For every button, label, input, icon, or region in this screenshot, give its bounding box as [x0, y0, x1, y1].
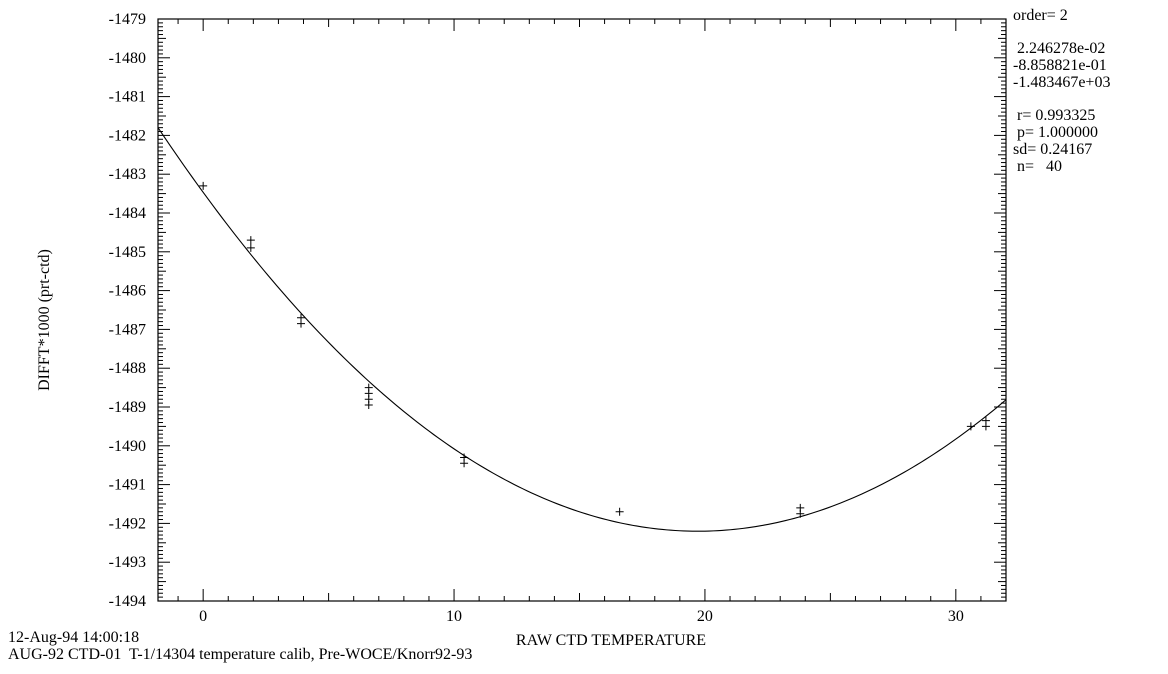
stat-r: r= 0.993325 — [1013, 107, 1096, 124]
fit-order: order= 2 — [1013, 7, 1068, 24]
plot-frame — [157, 18, 1007, 602]
data-point — [981, 422, 990, 431]
y-tick-label: -1483 — [109, 166, 146, 183]
y-tick-label: -1489 — [109, 399, 146, 416]
stat-n: n= 40 — [1013, 158, 1063, 175]
data-point — [615, 507, 624, 516]
data-point — [460, 459, 469, 468]
footer-timestamp: 12-Aug-94 14:00:18 — [8, 629, 140, 646]
y-tick-label: -1490 — [109, 438, 146, 455]
y-tick-label: -1480 — [109, 50, 146, 67]
data-points — [199, 181, 990, 518]
x-tick-label: 30 — [948, 608, 964, 625]
data-point — [246, 236, 255, 245]
y-tick-label: -1486 — [109, 283, 146, 300]
y-tick-label: -1492 — [109, 515, 146, 532]
data-point — [364, 401, 373, 410]
fit-coefficient-b: -8.858821e-01 — [1013, 57, 1107, 74]
y-axis-label: DIFFT*1000 (prt-ctd) — [36, 249, 53, 391]
y-tick-label: -1491 — [109, 477, 146, 494]
y-tick-label: -1481 — [109, 89, 146, 106]
data-point — [246, 243, 255, 252]
y-tick-label: -1484 — [109, 205, 146, 222]
y-tick-label: -1482 — [109, 127, 146, 144]
x-tick-label: 0 — [199, 608, 207, 625]
fit-coefficient-a: 2.246278e-02 — [1013, 40, 1106, 57]
stat-sd: sd= 0.24167 — [1013, 141, 1093, 158]
footer-description: AUG-92 CTD-01 T-1/14304 temperature cali… — [8, 646, 473, 663]
fit-curve — [157, 127, 1007, 532]
x-axis-label: RAW CTD TEMPERATURE — [516, 632, 706, 649]
y-tick-labels: -1479 -1480 -1481 -1482 -1483 -1484 -1485 -1486… — [109, 11, 146, 610]
data-point — [199, 181, 208, 190]
x-tick-labels: 0 10 20 30 — [199, 608, 964, 625]
y-tick-label: -1493 — [109, 554, 146, 571]
y-tick-label: -1494 — [109, 593, 146, 610]
data-point — [796, 509, 805, 518]
fit-coefficient-c: -1.483467e+03 — [1013, 74, 1111, 91]
data-point — [297, 319, 306, 328]
y-tick-label: -1488 — [109, 360, 146, 377]
x-tick-label: 10 — [446, 608, 462, 625]
tick-marks — [158, 18, 1007, 602]
data-point — [966, 422, 975, 431]
y-tick-label: -1485 — [109, 244, 146, 261]
y-tick-label: -1487 — [109, 321, 146, 338]
fit-stats-panel: order= 2 2.246278e-02 -8.858821e-01 -1.4… — [1013, 7, 1110, 175]
stat-p: p= 1.000000 — [1013, 124, 1099, 141]
x-tick-label: 20 — [697, 608, 713, 625]
y-tick-label: -1479 — [109, 11, 146, 28]
